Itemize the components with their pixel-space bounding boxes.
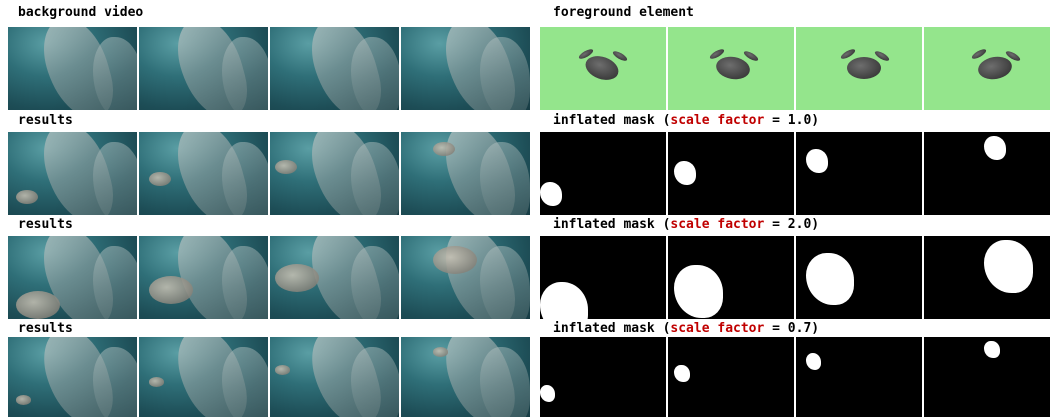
video-frame — [401, 236, 530, 319]
row-label: results — [18, 321, 73, 336]
turtle — [714, 54, 752, 82]
turtle-composite — [16, 291, 60, 319]
mask-blob — [984, 240, 1033, 293]
highlight-text: scale factor — [670, 113, 765, 128]
video-frame — [270, 337, 399, 417]
mask-blob — [984, 136, 1007, 161]
video-frame — [139, 236, 268, 319]
mask-frame — [796, 337, 922, 417]
mask-frame — [924, 337, 1050, 417]
label-text: = 1.0) — [764, 113, 820, 128]
video-frame — [8, 27, 137, 110]
turtle-composite — [433, 347, 449, 357]
turtle — [847, 57, 881, 79]
video-frame — [139, 27, 268, 110]
turtle-composite — [275, 160, 297, 174]
video-frame — [139, 132, 268, 215]
video-frame — [139, 337, 268, 417]
turtle-composite — [16, 395, 32, 405]
rock — [93, 37, 137, 110]
foreground-frame — [668, 27, 794, 110]
mask-frame — [796, 132, 922, 215]
turtle-composite — [149, 377, 165, 387]
rock — [222, 37, 268, 110]
rock — [222, 246, 268, 319]
video-frame — [8, 337, 137, 417]
turtle-composite — [433, 246, 477, 274]
turtle — [976, 54, 1014, 82]
mask-frame — [668, 236, 794, 319]
mask-blob — [806, 353, 822, 370]
rock — [351, 246, 399, 319]
row-label: results — [18, 217, 73, 232]
row-label: inflated mask (scale factor = 2.0) — [553, 217, 819, 233]
video-frame — [401, 27, 530, 110]
flipper — [611, 49, 629, 63]
mask-frame — [540, 236, 666, 319]
foreground-frame — [924, 27, 1050, 110]
label-text: foreground element — [553, 5, 694, 20]
rock — [93, 142, 137, 215]
label-text: inflated mask ( — [553, 217, 671, 232]
row-label: inflated mask (scale factor = 0.7) — [553, 321, 819, 337]
turtle-composite — [275, 365, 291, 375]
mask-blob — [674, 265, 723, 318]
mask-frame — [540, 132, 666, 215]
mask-frame — [924, 236, 1050, 319]
highlight-text: scale factor — [670, 321, 765, 336]
rock — [480, 37, 530, 110]
mask-blob — [540, 385, 556, 402]
mask-blob — [806, 252, 855, 306]
mask-blob — [540, 181, 562, 206]
rock — [480, 347, 530, 417]
label-text: inflated mask ( — [553, 113, 671, 128]
video-frame — [270, 236, 399, 319]
mask-blob — [806, 148, 829, 173]
rock — [480, 142, 530, 215]
turtle-composite — [275, 264, 319, 292]
turtle-composite — [433, 142, 455, 156]
rock — [93, 347, 137, 417]
row-label: inflated mask (scale factor = 1.0) — [553, 113, 819, 129]
turtle-composite — [16, 190, 38, 204]
mask-frame — [924, 132, 1050, 215]
rock — [222, 142, 268, 215]
mask-blob — [674, 161, 697, 186]
video-frame — [401, 337, 530, 417]
mask-frame — [668, 132, 794, 215]
turtle-composite — [149, 172, 171, 186]
video-frame — [270, 132, 399, 215]
mask-frame — [540, 337, 666, 417]
mask-blob — [984, 341, 1000, 358]
highlight-text: scale factor — [670, 217, 765, 232]
rock — [351, 37, 399, 110]
video-frame — [8, 236, 137, 319]
row-label: results — [18, 113, 73, 128]
video-frame — [8, 132, 137, 215]
turtle-composite — [149, 276, 193, 304]
mask-blob — [674, 365, 690, 382]
row-label: foreground element — [553, 5, 694, 21]
mask-frame — [796, 236, 922, 319]
rock — [480, 246, 530, 319]
video-frame — [270, 27, 399, 110]
rock — [351, 347, 399, 417]
label-text: inflated mask ( — [553, 321, 671, 336]
foreground-frame — [540, 27, 666, 110]
video-frame — [401, 132, 530, 215]
rock — [222, 347, 268, 417]
mask-frame — [668, 337, 794, 417]
mask-blob — [540, 282, 589, 319]
label-text: = 0.7) — [764, 321, 820, 336]
label-text: = 2.0) — [764, 217, 820, 232]
rock — [93, 246, 137, 319]
foreground-frame — [796, 27, 922, 110]
rock — [351, 142, 399, 215]
row-label: background video — [18, 5, 144, 20]
